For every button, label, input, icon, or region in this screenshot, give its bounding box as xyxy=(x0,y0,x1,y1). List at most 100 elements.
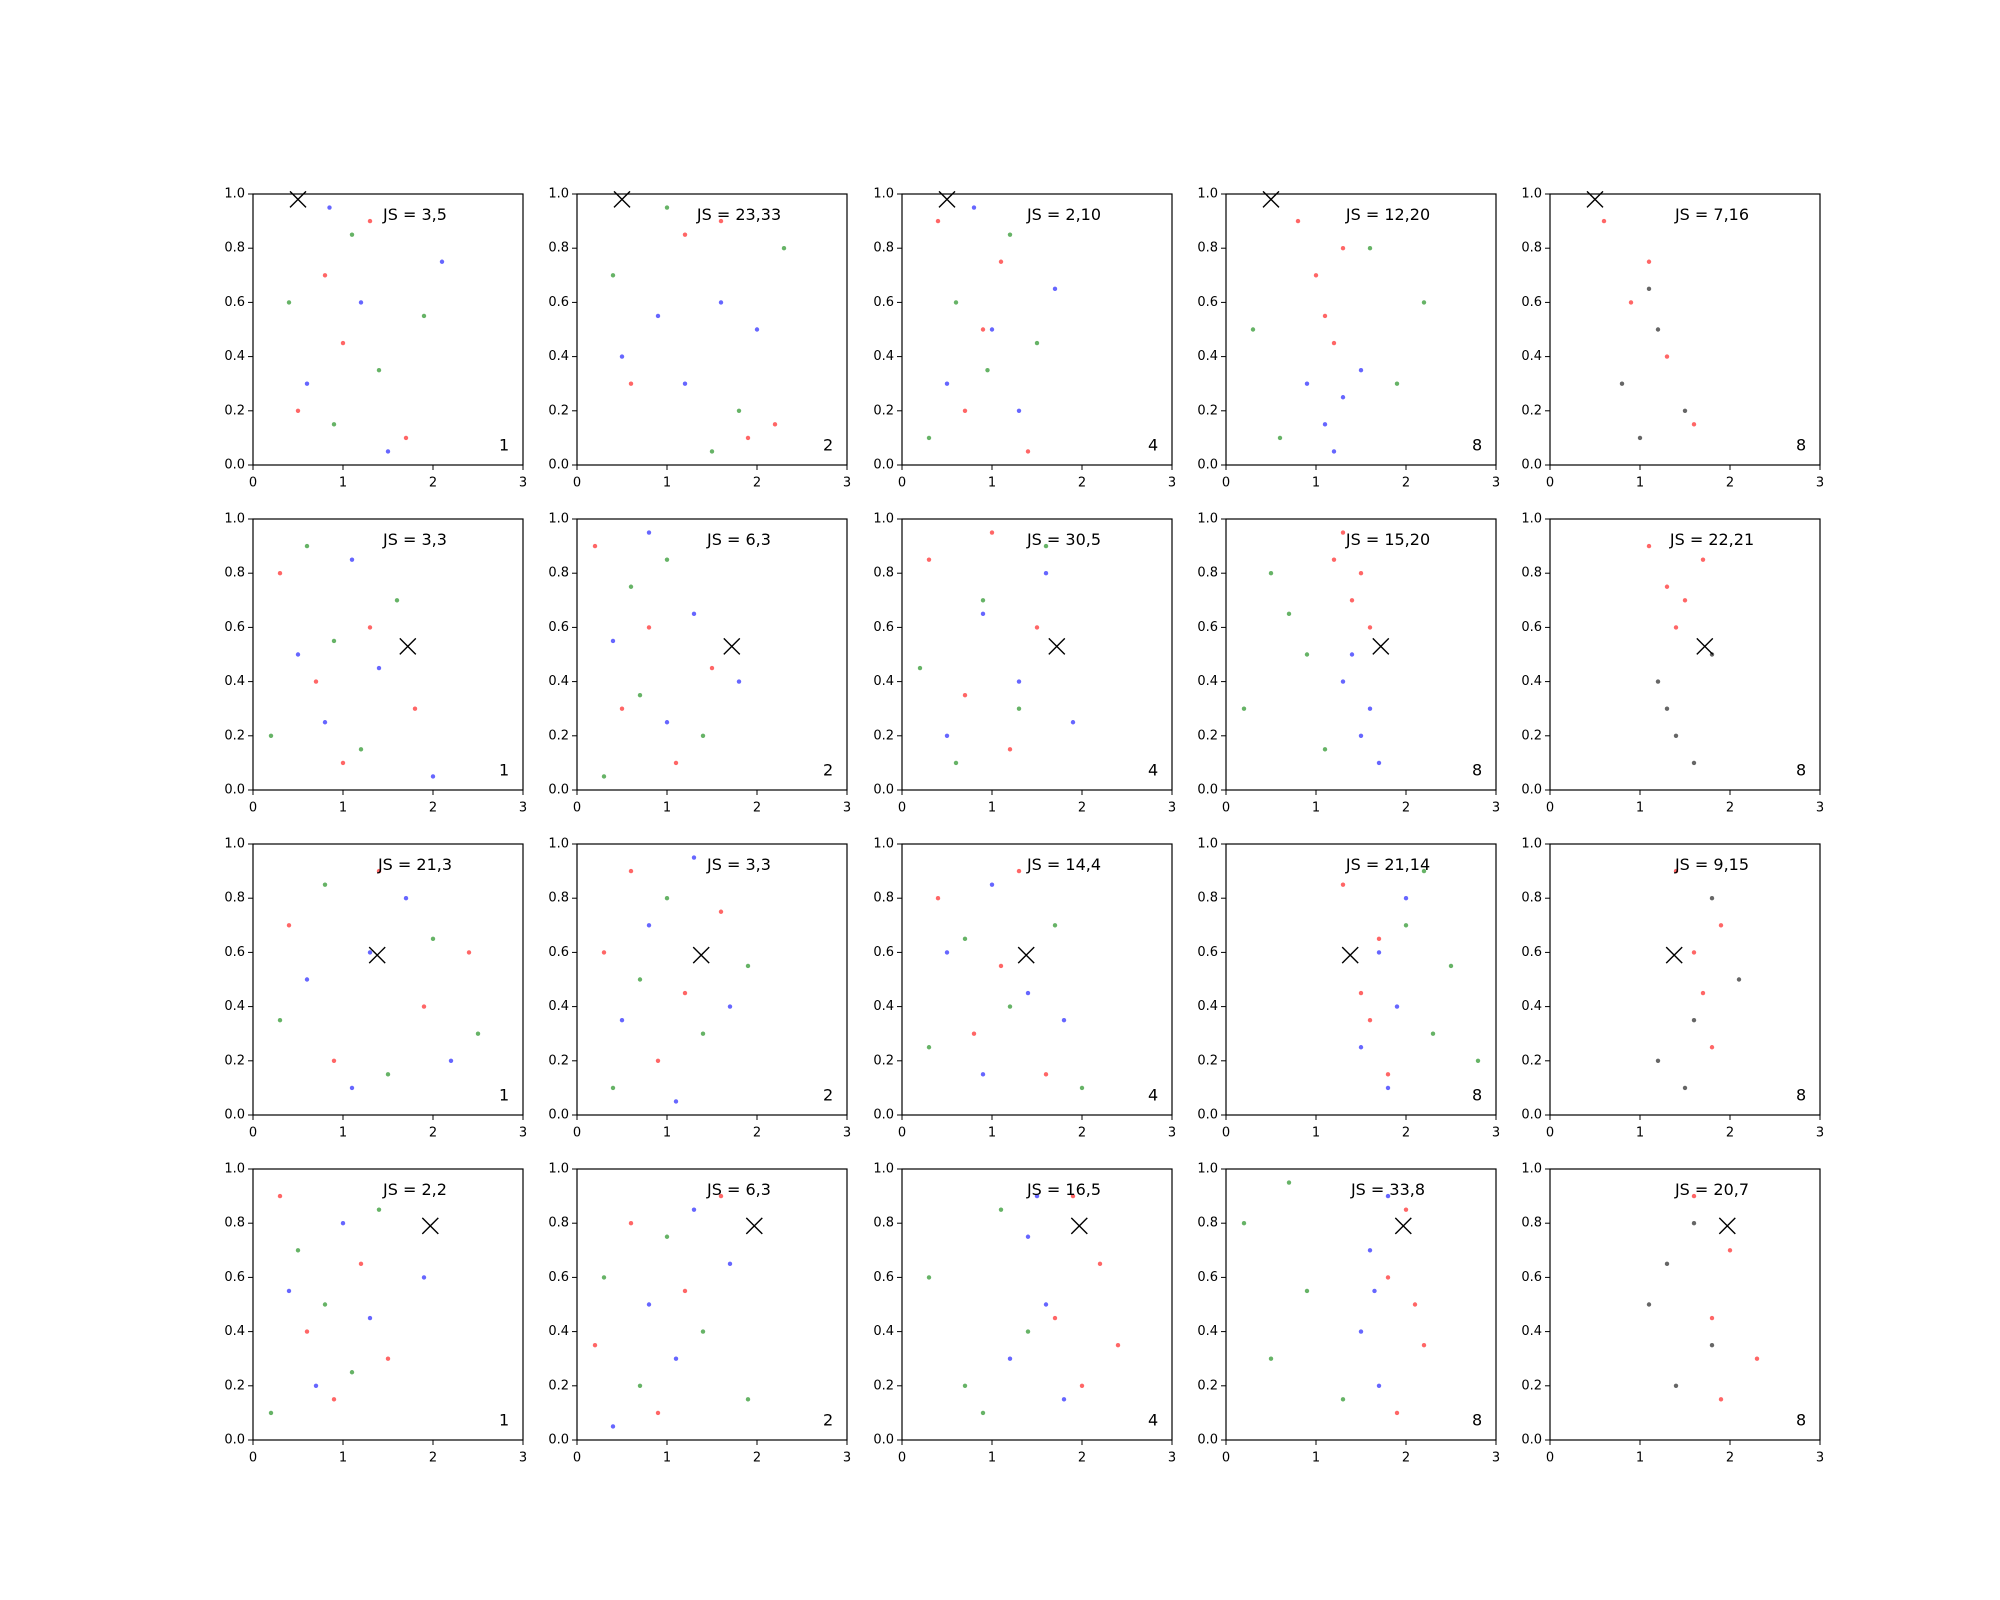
point xyxy=(985,367,990,373)
y-tick-label: 0.8 xyxy=(548,241,569,256)
point xyxy=(1754,1356,1760,1361)
x-tick-label: 0 xyxy=(573,476,581,491)
point xyxy=(1637,435,1643,441)
point xyxy=(646,530,652,535)
point xyxy=(619,1017,625,1023)
x-tick-label: 2 xyxy=(1726,1126,1734,1141)
annotation: JS = 20,7 xyxy=(1674,1180,1749,1199)
point xyxy=(610,638,616,644)
y-tick-label: 0.4 xyxy=(224,674,245,689)
point xyxy=(1691,950,1697,955)
point xyxy=(709,449,715,454)
point xyxy=(772,422,778,427)
point xyxy=(1376,950,1382,955)
point xyxy=(664,720,670,725)
y-tick-label: 0.6 xyxy=(224,1270,245,1285)
point xyxy=(1007,232,1013,237)
y-tick-label: 0.2 xyxy=(873,1053,894,1068)
y-tick-label: 0.0 xyxy=(873,1108,894,1123)
point xyxy=(691,611,697,617)
corner-label: 4 xyxy=(1148,761,1158,780)
y-tick-label: 0.6 xyxy=(224,295,245,310)
y-tick-label: 1.0 xyxy=(224,1162,245,1177)
point xyxy=(412,706,418,711)
point xyxy=(610,273,616,278)
y-tick-label: 0.8 xyxy=(873,566,894,581)
y-tick-label: 0.8 xyxy=(224,241,245,256)
point xyxy=(358,300,364,305)
point xyxy=(349,1370,355,1375)
point xyxy=(1700,990,1706,996)
corner-label: 4 xyxy=(1148,436,1158,455)
point xyxy=(1322,747,1328,752)
x-tick-label: 3 xyxy=(1168,801,1176,816)
y-tick-label: 0.4 xyxy=(1521,1324,1542,1339)
point xyxy=(367,1315,373,1321)
point xyxy=(295,408,301,413)
y-tick-label: 1.0 xyxy=(1521,1162,1542,1177)
y-tick-label: 0.8 xyxy=(224,1216,245,1231)
point xyxy=(322,273,328,278)
point xyxy=(1601,218,1607,224)
corner-label: 8 xyxy=(1796,761,1806,780)
y-tick-label: 0.4 xyxy=(548,1324,569,1339)
x-tick-label: 0 xyxy=(898,801,906,816)
point xyxy=(340,340,346,346)
y-tick-label: 0.0 xyxy=(224,783,245,798)
y-tick-label: 0.2 xyxy=(873,403,894,418)
point xyxy=(1403,896,1409,901)
target-marker xyxy=(1718,1217,1736,1235)
point xyxy=(592,543,598,549)
corner-label: 1 xyxy=(499,761,509,780)
y-tick-label: 0.8 xyxy=(1197,891,1218,906)
point xyxy=(664,896,670,901)
point xyxy=(295,652,301,657)
point xyxy=(1709,1315,1715,1321)
y-tick-label: 0.8 xyxy=(1521,241,1542,256)
axes-frame xyxy=(1225,1168,1497,1441)
x-tick-label: 1 xyxy=(988,1451,996,1466)
x-tick-label: 1 xyxy=(663,476,671,491)
point xyxy=(1034,625,1040,630)
corner-label: 8 xyxy=(1796,1086,1806,1105)
y-tick-label: 1.0 xyxy=(548,837,569,852)
point xyxy=(358,747,364,752)
axes-frame xyxy=(901,1168,1173,1441)
point xyxy=(682,232,688,237)
x-tick-label: 2 xyxy=(429,476,437,491)
y-tick-label: 0.2 xyxy=(224,1053,245,1068)
axes-frame xyxy=(1225,193,1497,466)
target-marker xyxy=(1696,637,1714,655)
point xyxy=(1304,1288,1310,1294)
x-tick-label: 1 xyxy=(1636,801,1644,816)
y-tick-label: 1.0 xyxy=(1521,187,1542,202)
point xyxy=(1340,1397,1346,1402)
point xyxy=(367,625,373,630)
x-tick-label: 0 xyxy=(1546,1451,1554,1466)
corner-label: 2 xyxy=(823,761,833,780)
point xyxy=(971,205,977,210)
point xyxy=(1358,571,1364,576)
y-tick-label: 0.2 xyxy=(1521,1053,1542,1068)
x-tick-label: 3 xyxy=(1168,1126,1176,1141)
y-tick-label: 0.2 xyxy=(548,1378,569,1393)
point xyxy=(646,1302,652,1307)
annotation: JS = 7,16 xyxy=(1674,205,1749,224)
y-tick-label: 0.0 xyxy=(224,1433,245,1448)
y-tick-label: 0.4 xyxy=(1521,999,1542,1014)
y-tick-label: 0.6 xyxy=(1197,620,1218,635)
point xyxy=(1664,1261,1670,1267)
point xyxy=(926,557,932,562)
point xyxy=(1691,1017,1697,1023)
point xyxy=(1430,1031,1436,1036)
point xyxy=(421,1004,427,1009)
point xyxy=(1250,327,1256,332)
point xyxy=(1372,1288,1377,1294)
x-tick-label: 3 xyxy=(1492,1126,1500,1141)
y-tick-label: 0.2 xyxy=(548,403,569,418)
x-tick-label: 1 xyxy=(988,476,996,491)
point xyxy=(637,692,643,698)
y-tick-label: 0.4 xyxy=(1521,674,1542,689)
point xyxy=(935,218,941,224)
x-tick-label: 3 xyxy=(1168,1451,1176,1466)
